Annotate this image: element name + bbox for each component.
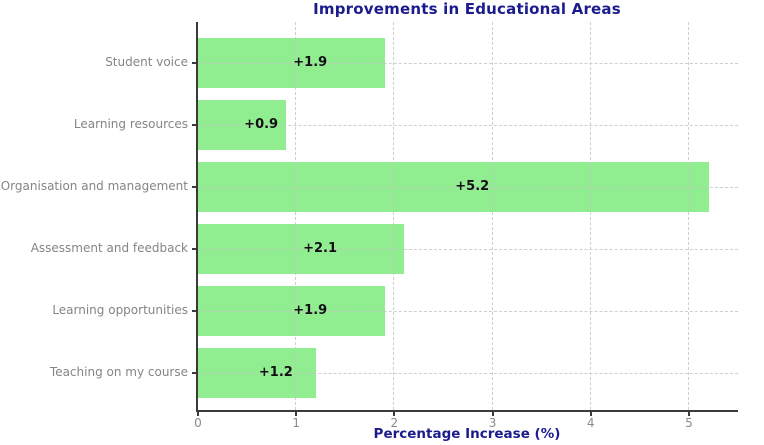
x-tick-mark [687, 412, 690, 416]
x-axis-tick-label: 5 [685, 416, 693, 430]
bar-value-label: +1.2 [258, 365, 293, 380]
h-gridline [198, 187, 738, 188]
y-axis-category-label: Assessment and feedback [30, 241, 188, 255]
bar-value-label: +0.9 [244, 117, 279, 132]
plot-area: +1.9 +0.9 +5.2 +2.1 +1.9 +1.2 [196, 22, 738, 412]
y-tick-mark [192, 186, 196, 188]
x-axis-tick-label: 2 [390, 416, 399, 430]
x-axis-tick-label: 0 [194, 416, 202, 430]
y-tick-mark [192, 310, 196, 312]
x-tick-mark [491, 412, 494, 416]
bar-value-label: +1.9 [293, 303, 328, 318]
h-gridline [198, 311, 738, 312]
x-axis-label: Percentage Increase (%) [373, 426, 561, 442]
x-axis-tick-label: 3 [488, 416, 497, 430]
v-gridline [491, 22, 493, 410]
v-gridline [393, 22, 395, 410]
y-axis-category-label: Organisation and management [0, 179, 188, 193]
v-gridline [687, 22, 689, 410]
chart-title: Improvements in Educational Areas [313, 0, 621, 18]
bar-value-label: +5.2 [455, 179, 490, 194]
y-axis-category-label: Learning resources [73, 117, 188, 131]
y-tick-mark [192, 124, 196, 126]
y-axis-category-label: Student voice [105, 55, 188, 69]
x-tick-mark [589, 412, 592, 416]
y-tick-mark [192, 62, 196, 64]
h-gridline [198, 63, 738, 64]
bar-value-label: +2.1 [303, 241, 337, 256]
y-axis-category-label: Learning opportunities [52, 303, 188, 317]
bar-value-label: +1.9 [293, 55, 328, 70]
v-gridline [589, 22, 591, 410]
h-gridline [198, 125, 738, 126]
x-axis-tick-label: 1 [292, 416, 300, 430]
x-axis-tick-label: 4 [586, 416, 595, 430]
x-tick-mark [393, 412, 396, 416]
x-tick-mark [197, 412, 199, 416]
x-tick-mark [295, 412, 298, 416]
h-gridline [198, 373, 738, 374]
y-axis-category-label: Teaching on my course [49, 365, 188, 379]
y-tick-mark [192, 372, 196, 374]
v-gridline [295, 22, 297, 410]
h-gridline [198, 249, 738, 250]
y-tick-mark [192, 248, 196, 250]
